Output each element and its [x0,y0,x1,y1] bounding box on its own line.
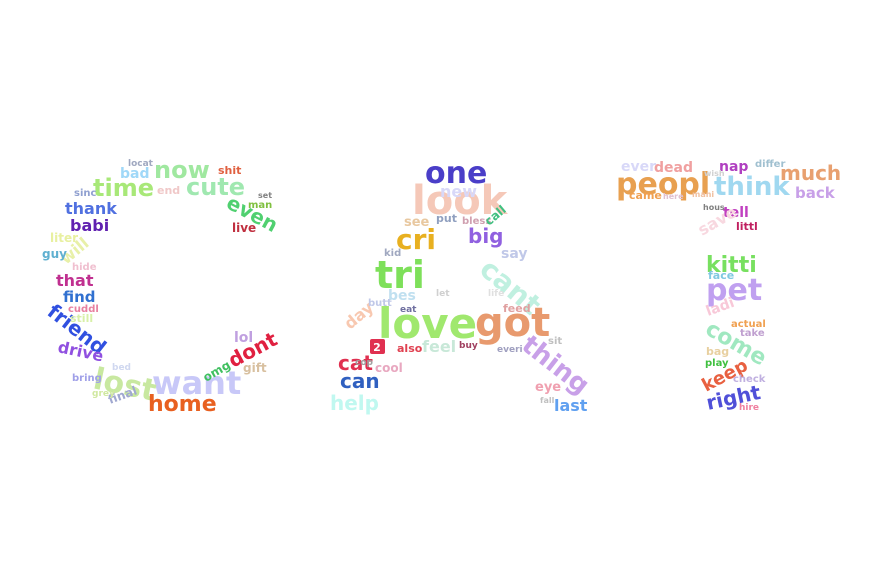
word: that [56,271,94,290]
word: cri [396,223,436,256]
word: say [501,246,527,262]
word: liter [50,231,78,245]
word: much [780,161,841,185]
word: cuddl [68,304,99,315]
word: shit [218,164,241,177]
word: last [554,396,588,415]
word: cat [338,351,373,375]
word: eat [400,305,417,315]
word: ever [621,159,656,175]
word: take [740,328,765,339]
word: can [340,369,380,393]
word: nap [719,159,748,175]
word: mani [692,190,714,199]
word: babi [70,216,109,235]
word: play [705,358,729,369]
word: bring [72,373,102,384]
word: kid [384,248,401,259]
word: still [70,312,93,325]
word: cool [375,361,403,375]
word: actual [731,319,766,330]
word: dead [654,160,693,176]
word: differ [755,159,785,170]
word: tri [375,253,425,297]
word: look [412,178,509,224]
word: time [93,174,154,202]
word: back [795,184,836,202]
word: grey [92,389,115,399]
word: peopl [616,167,710,202]
word: fall [540,396,555,405]
word: sinc [74,188,96,199]
word: life [488,289,504,299]
word: cop [355,358,374,368]
word: hire [739,403,759,413]
word: now [154,156,210,184]
word: kitti [706,253,757,278]
word: put [436,212,457,225]
word: sit [548,336,562,347]
word: feel [422,337,456,356]
word: home [148,392,217,417]
word: feed [503,302,531,315]
badge-label: 2 [373,341,381,354]
word: end [157,184,180,197]
word: thank [65,199,117,218]
word: tell [723,205,749,221]
word: eye [535,380,561,395]
word: love [378,299,477,348]
word: bag [706,345,729,358]
word: pet [706,273,762,308]
word: hous [703,203,725,212]
word: gift [243,361,267,375]
word: bed [112,363,131,373]
word: here [663,192,684,201]
word: new [440,182,477,201]
word: wish [704,169,725,178]
word: littl [736,220,758,233]
word: one [425,156,487,191]
word: bless [462,216,491,227]
word: came [629,189,662,202]
word: bes [388,288,416,304]
word: cute [186,173,245,201]
word: think [714,172,790,202]
word: check [733,374,766,385]
word: man [248,200,272,211]
word: locat [128,159,154,169]
word: got [475,300,550,346]
word: want [152,364,241,402]
word: everi [497,345,523,355]
badge-shape [370,339,385,354]
word: help [330,391,379,415]
word: guy [42,247,67,261]
word: see [404,215,430,230]
word: also [397,342,423,355]
word: big [468,224,504,248]
word: lol [234,330,253,346]
word: live [232,221,256,235]
word: face [708,269,734,282]
word: hide [72,262,97,273]
word: set [258,191,272,200]
word: find [63,288,96,306]
word: bad [120,166,150,182]
word: let [436,289,450,299]
word: butt [368,298,392,309]
word: buy [459,341,478,351]
